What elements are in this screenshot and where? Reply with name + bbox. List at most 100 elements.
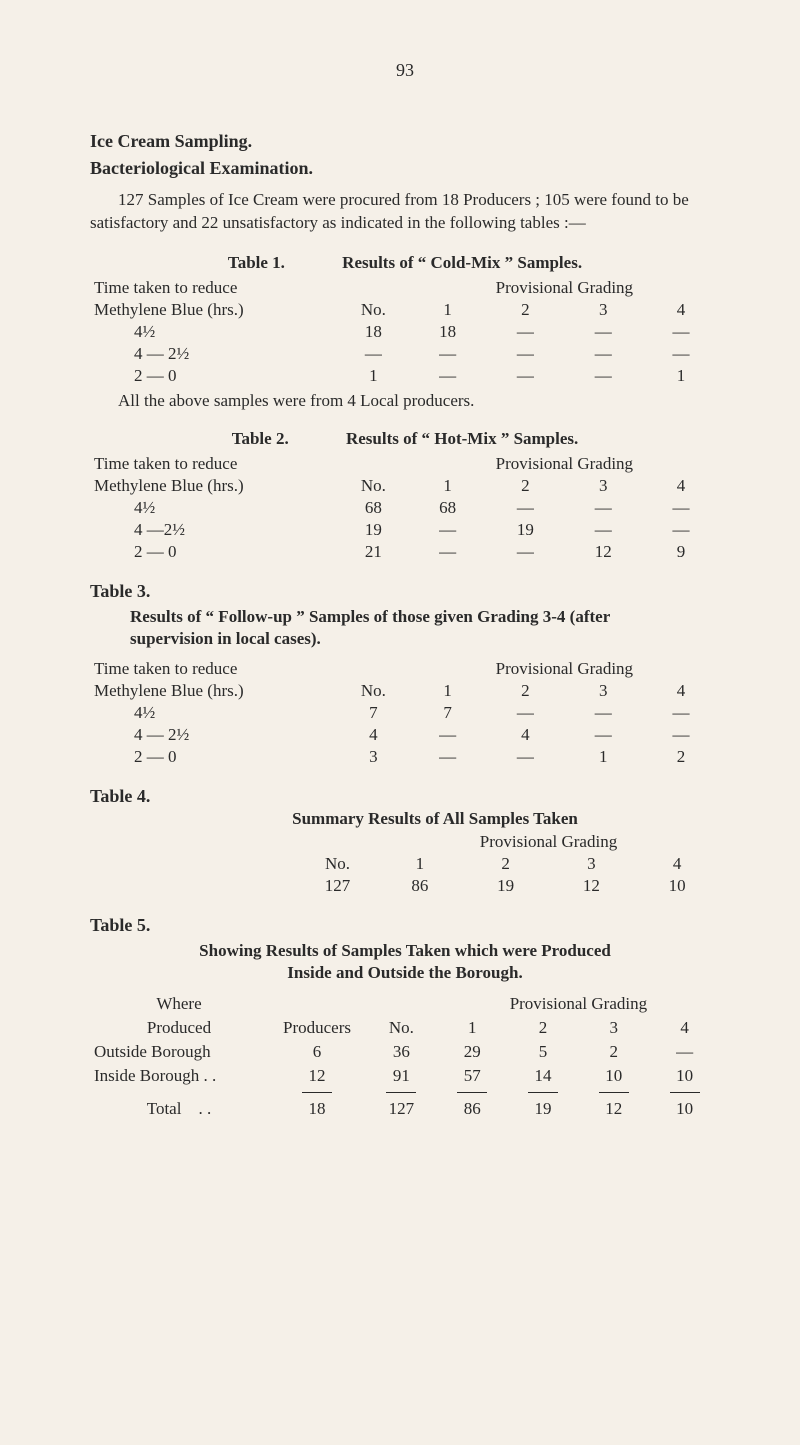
- t5-row-inside: Inside Borough . . 12 91 57 14 10 10: [90, 1064, 720, 1088]
- t1-prov-head: Provisional Grading: [409, 277, 720, 299]
- intro-paragraph: 127 Samples of Ice Cream were procured f…: [90, 189, 720, 235]
- t3-prov-head: Provisional Grading: [409, 658, 720, 680]
- t3-b-no: 4: [338, 724, 409, 746]
- table-5: Where Provisional Grading Produced Produ…: [90, 992, 720, 1121]
- t3-meth-label: Methylene Blue (hrs.): [90, 680, 338, 702]
- t4-prov-head: Provisional Grading: [377, 831, 720, 853]
- t4-g4: 10: [634, 875, 720, 897]
- t2-row-a-label: 4½: [90, 497, 338, 519]
- table-4-block: Table 4. Summary Results of All Samples …: [90, 786, 720, 897]
- t5-total-prod: 18: [268, 1097, 366, 1121]
- t3-c-3: 1: [564, 746, 642, 768]
- t1-a-3: —: [564, 321, 642, 343]
- t4-g3: 12: [548, 875, 634, 897]
- table-5-intro: Showing Results of Samples Taken which w…: [110, 940, 700, 984]
- t1-col-2: 2: [487, 299, 565, 321]
- t5-r1-prod: 12: [268, 1064, 366, 1088]
- t5-r1-no: 91: [366, 1064, 437, 1088]
- t5-col-1: 1: [437, 1016, 508, 1040]
- table-3-label: Table 3.: [90, 581, 720, 602]
- t5-total-no: 127: [366, 1097, 437, 1121]
- t2-meth-label: Methylene Blue (hrs.): [90, 475, 338, 497]
- table-2-title: Table 2. Results of “ Hot-Mix ” Samples.: [90, 429, 720, 449]
- t1-c-3: —: [564, 365, 642, 387]
- t3-b-3: —: [564, 724, 642, 746]
- t1-a-2: —: [487, 321, 565, 343]
- t5-r0-g4: —: [649, 1040, 720, 1064]
- t3-col-1: 1: [409, 680, 487, 702]
- t2-row-c-label: 2 — 0: [90, 541, 338, 563]
- t1-row-a-label: 4½: [90, 321, 338, 343]
- t5-r0-no: 36: [366, 1040, 437, 1064]
- t1-col-1: 1: [409, 299, 487, 321]
- t5-where-label: Where: [90, 992, 268, 1016]
- t1-a-no: 18: [338, 321, 409, 343]
- t4-col-no: No.: [298, 853, 377, 875]
- t2-c-2: —: [487, 541, 565, 563]
- t5-total-g1: 86: [437, 1097, 508, 1121]
- table-1-note: All the above samples were from 4 Local …: [90, 391, 720, 411]
- table-3-intro: Results of “ Follow-up ” Samples of thos…: [130, 606, 680, 650]
- t2-a-no: 68: [338, 497, 409, 519]
- t3-b-2: 4: [487, 724, 565, 746]
- t1-b-no: —: [338, 343, 409, 365]
- table-2: Time taken to reduce Provisional Grading…: [90, 453, 720, 563]
- table-5-block: Table 5. Showing Results of Samples Take…: [90, 915, 720, 1121]
- t3-row-b-label: 4 — 2½: [90, 724, 338, 746]
- t5-total-g4: 10: [649, 1097, 720, 1121]
- t3-row-c-label: 2 — 0: [90, 746, 338, 768]
- t2-c-3: 12: [564, 541, 642, 563]
- t2-a-3: —: [564, 497, 642, 519]
- t3-c-no: 3: [338, 746, 409, 768]
- t1-b-3: —: [564, 343, 642, 365]
- t2-b-3: —: [564, 519, 642, 541]
- t2-a-4: —: [642, 497, 720, 519]
- t5-produced-label: Produced: [90, 1016, 268, 1040]
- t1-c-no: 1: [338, 365, 409, 387]
- t1-col-4: 4: [642, 299, 720, 321]
- t5-row-outside: Outside Borough 6 36 29 5 2 —: [90, 1040, 720, 1064]
- table-1: Time taken to reduce Provisional Grading…: [90, 277, 720, 387]
- t3-a-1: 7: [409, 702, 487, 724]
- t4-col-4: 4: [634, 853, 720, 875]
- t2-b-no: 19: [338, 519, 409, 541]
- t5-r0-prod: 6: [268, 1040, 366, 1064]
- t1-b-1: —: [409, 343, 487, 365]
- t4-col-3: 3: [548, 853, 634, 875]
- t5-col-4: 4: [649, 1016, 720, 1040]
- t3-col-3: 3: [564, 680, 642, 702]
- t3-col-4: 4: [642, 680, 720, 702]
- t5-r0-g1: 29: [437, 1040, 508, 1064]
- t1-c-1: —: [409, 365, 487, 387]
- t1-a-4: —: [642, 321, 720, 343]
- t3-a-4: —: [642, 702, 720, 724]
- table-1-label: Table 1.: [228, 253, 338, 273]
- t3-time-label: Time taken to reduce: [90, 658, 338, 680]
- t2-col-4: 4: [642, 475, 720, 497]
- t1-meth-label: Methylene Blue (hrs.): [90, 299, 338, 321]
- t3-c-4: 2: [642, 746, 720, 768]
- t5-r1-where: Inside Borough . .: [90, 1064, 268, 1088]
- table-3: Time taken to reduce Provisional Grading…: [90, 658, 720, 768]
- t4-g1: 86: [377, 875, 463, 897]
- table-3-block: Table 3. Results of “ Follow-up ” Sample…: [90, 581, 720, 768]
- table-2-block: Table 2. Results of “ Hot-Mix ” Samples.…: [90, 429, 720, 563]
- t5-row-total: Total . . 18 127 86 19 12 10: [90, 1097, 720, 1121]
- t5-col-2: 2: [508, 1016, 579, 1040]
- t5-total-g2: 19: [508, 1097, 579, 1121]
- t2-prov-head: Provisional Grading: [409, 453, 720, 475]
- t5-col-no: No.: [366, 1016, 437, 1040]
- t3-b-4: —: [642, 724, 720, 746]
- table-1-block: Table 1. Results of “ Cold-Mix ” Samples…: [90, 253, 720, 411]
- t5-r0-g2: 5: [508, 1040, 579, 1064]
- t2-c-no: 21: [338, 541, 409, 563]
- t5-intro-2: Inside and Outside the Borough.: [287, 963, 522, 982]
- t2-c-1: —: [409, 541, 487, 563]
- table-4: Provisional Grading No. 1 2 3 4 127 86 1…: [90, 831, 720, 897]
- t4-no: 127: [298, 875, 377, 897]
- t1-c-2: —: [487, 365, 565, 387]
- t3-c-1: —: [409, 746, 487, 768]
- t5-col-3: 3: [578, 1016, 649, 1040]
- heading-bacteriological: Bacteriological Examination.: [90, 158, 720, 179]
- t2-b-4: —: [642, 519, 720, 541]
